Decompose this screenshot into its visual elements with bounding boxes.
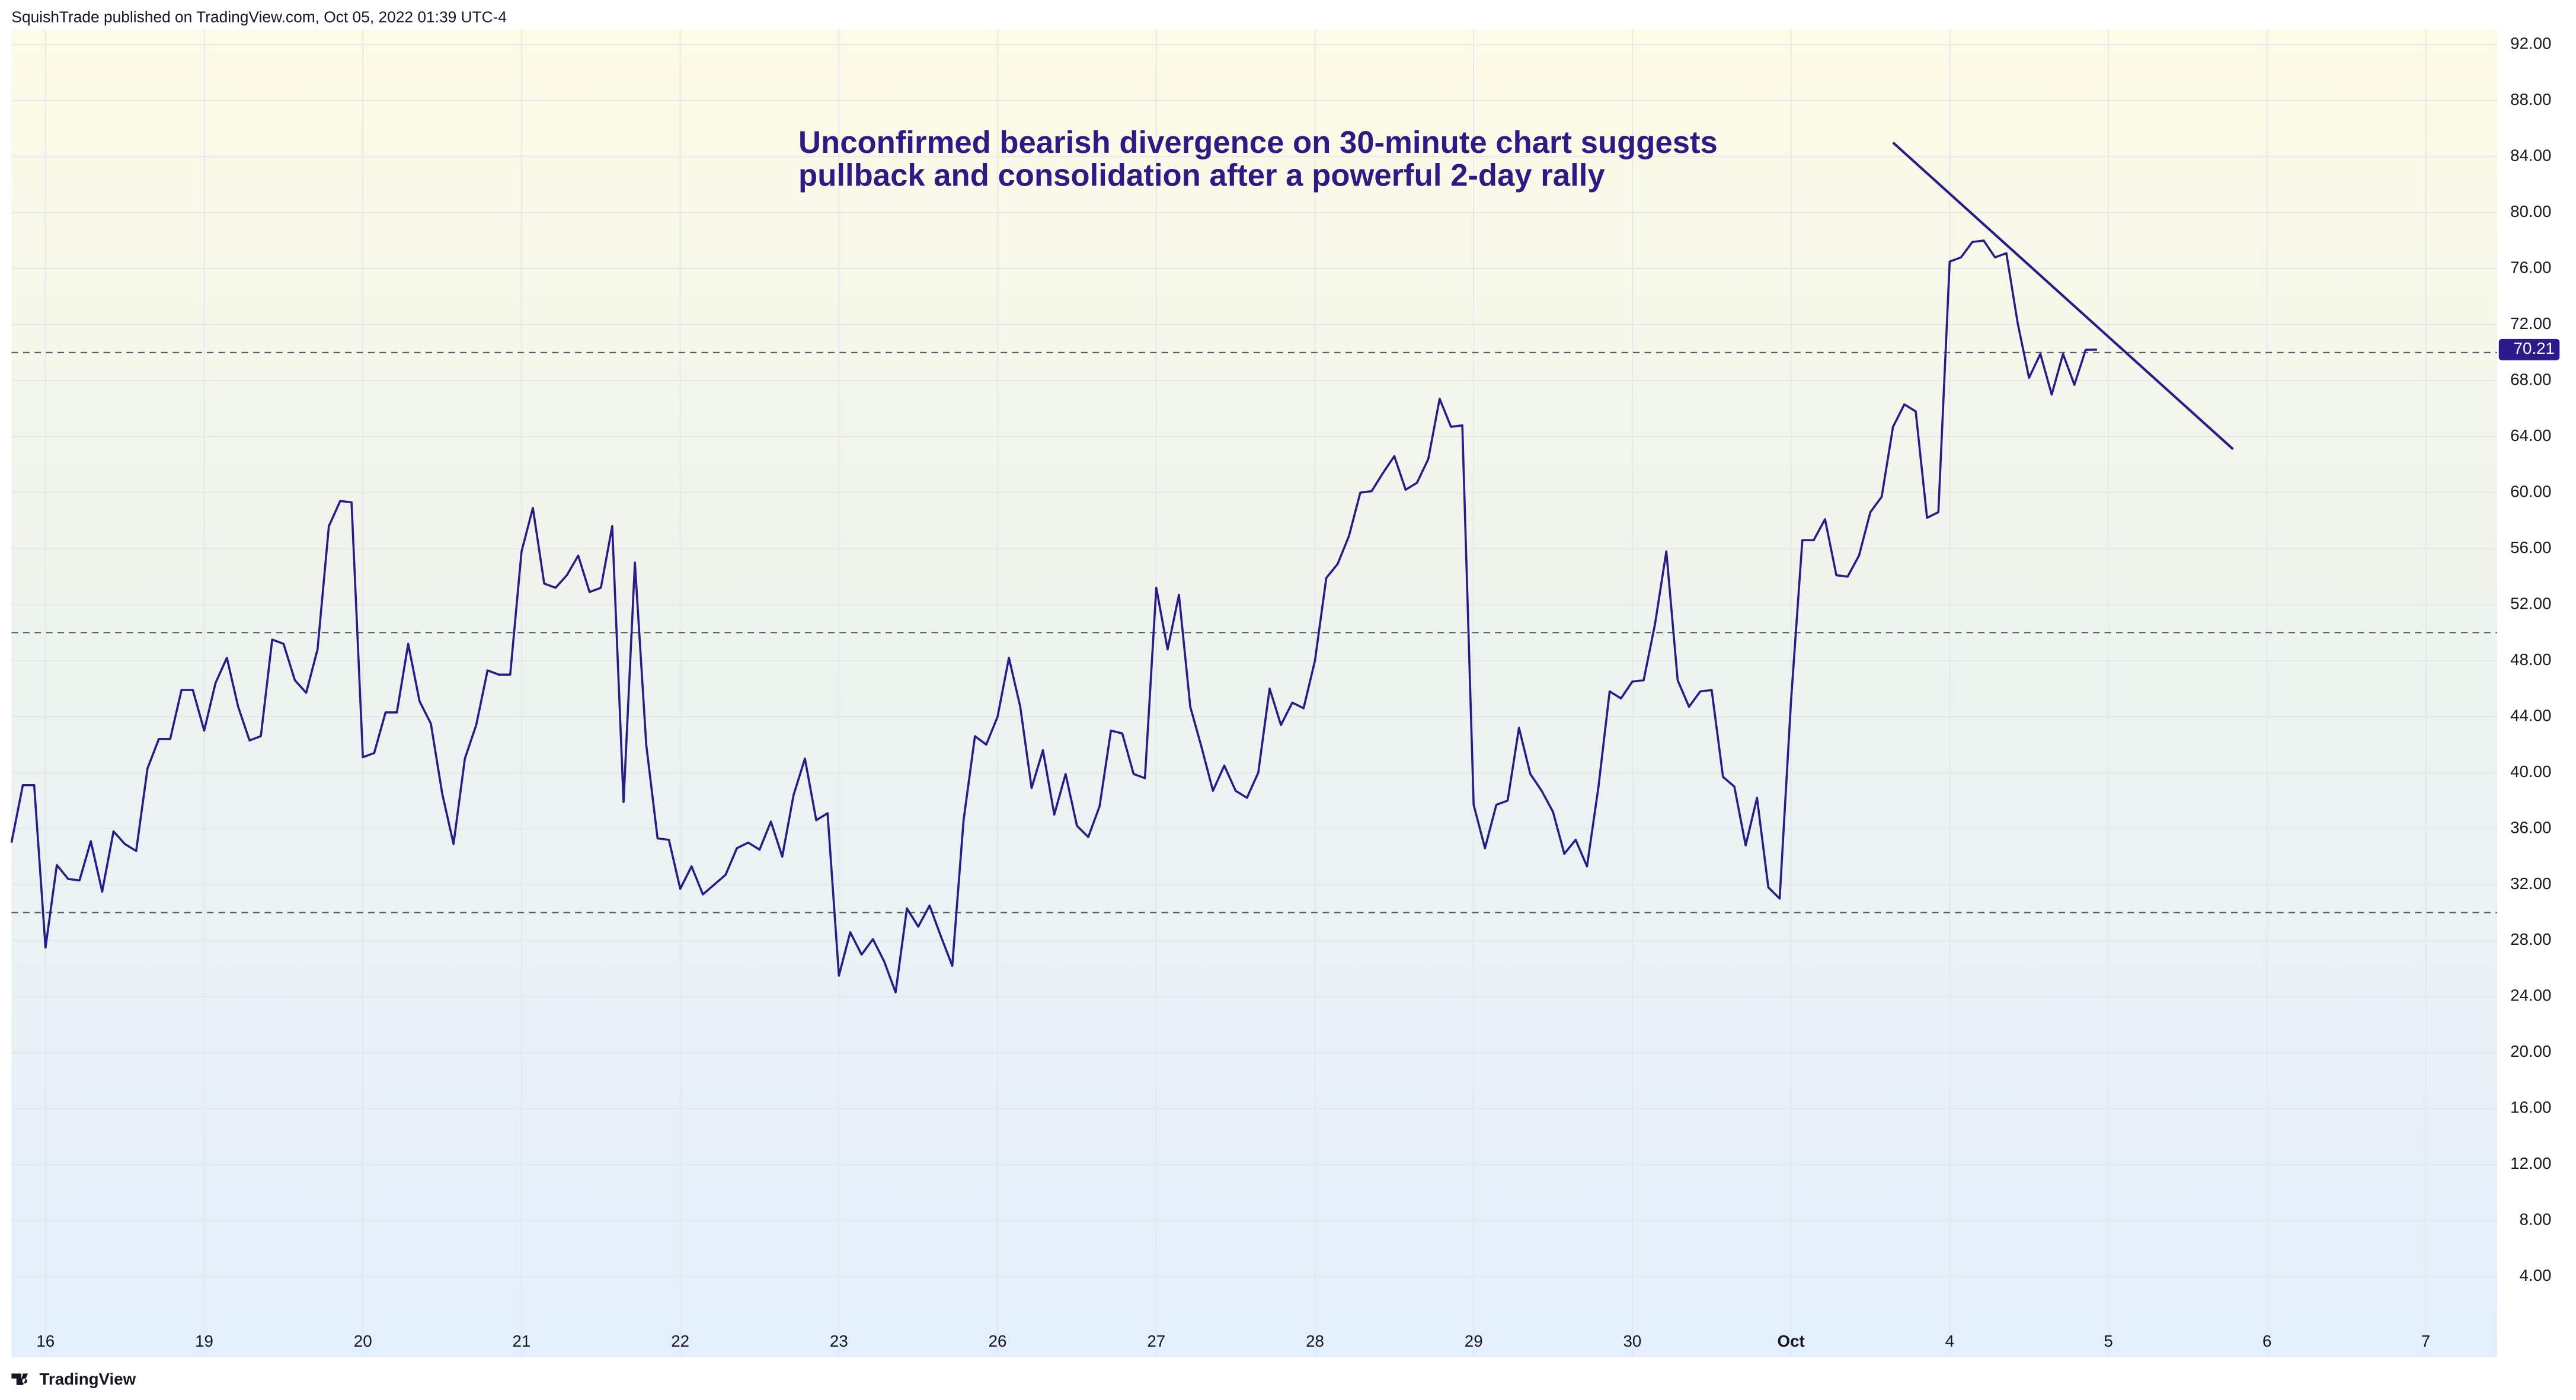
plot-area (11, 30, 2497, 1357)
y-tick-label: 52.00 (2510, 594, 2551, 612)
x-tick-label: 20 (354, 1332, 372, 1350)
y-tick-label: 56.00 (2510, 538, 2551, 557)
x-tick-label: 27 (1147, 1332, 1165, 1350)
y-tick-label: 72.00 (2510, 314, 2551, 333)
x-tick-label: 23 (830, 1332, 848, 1350)
x-tick-label: 29 (1465, 1332, 1483, 1350)
y-tick-label: 68.00 (2510, 370, 2551, 388)
price-label: 70.21 (2514, 339, 2555, 357)
y-tick-label: 28.00 (2510, 930, 2551, 948)
x-tick-label: 4 (1945, 1332, 1954, 1350)
x-tick-label: 30 (1623, 1332, 1642, 1350)
x-tick-label: 5 (2104, 1332, 2112, 1350)
y-tick-label: 40.00 (2510, 762, 2551, 781)
annotation: pullback and consolidation after a power… (798, 158, 1605, 193)
x-tick-label: 22 (671, 1332, 689, 1350)
y-tick-label: 88.00 (2510, 90, 2551, 108)
x-tick-label: 28 (1306, 1332, 1324, 1350)
y-tick-label: 12.00 (2510, 1154, 2551, 1172)
header: SquishTrade published on TradingView.com… (11, 8, 507, 26)
footer-logo (11, 1373, 28, 1385)
annotation: Unconfirmed bearish divergence on 30-min… (798, 125, 1718, 160)
x-tick-label: Oct (1778, 1332, 1805, 1350)
y-tick-label: 24.00 (2510, 986, 2551, 1005)
x-tick-label: 7 (2421, 1332, 2430, 1350)
x-tick-label: 21 (512, 1332, 530, 1350)
y-tick-label: 36.00 (2510, 818, 2551, 836)
y-tick-label: 80.00 (2510, 202, 2551, 220)
y-tick-label: 60.00 (2510, 482, 2551, 500)
marks (10, 141, 2234, 994)
x-tick-label: 6 (2262, 1332, 2271, 1350)
y-tick-label: 92.00 (2510, 34, 2551, 53)
y-tick-label: 76.00 (2510, 258, 2551, 276)
y-tick-label: 64.00 (2510, 426, 2551, 445)
y-tick-label: 4.00 (2520, 1266, 2552, 1284)
y-tick-label: 48.00 (2510, 650, 2551, 669)
y-tick-label: 8.00 (2520, 1210, 2552, 1229)
price-label-bg (2498, 338, 2560, 360)
y-tick-label: 16.00 (2510, 1098, 2551, 1117)
series-line (10, 239, 2097, 994)
x-tick-label: 26 (989, 1332, 1007, 1350)
grid (11, 30, 2497, 1357)
y-tick-label: 32.00 (2510, 874, 2551, 893)
footer: TradingView (40, 1370, 136, 1388)
trendline (1892, 141, 2234, 450)
x-tick-label: 19 (195, 1332, 213, 1350)
y-tick-label: 44.00 (2510, 706, 2551, 724)
y-tick-label: 84.00 (2510, 146, 2551, 164)
x-tick-label: 16 (36, 1332, 55, 1350)
y-tick-label: 20.00 (2510, 1042, 2551, 1060)
